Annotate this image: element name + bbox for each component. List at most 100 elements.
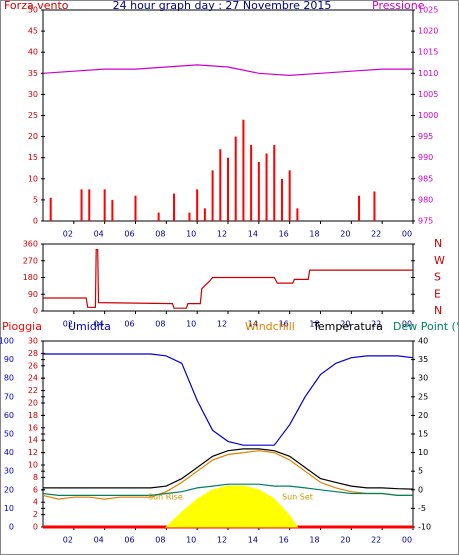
bar — [265, 153, 268, 221]
y3-tick-label: 24 — [28, 374, 38, 383]
y2-tick-label: 35 — [418, 355, 428, 364]
y3-tick-label: 6 — [33, 485, 38, 494]
bar — [80, 189, 83, 221]
legend-entry: Umidita — [68, 320, 111, 333]
y-tick-label: 30 — [4, 467, 14, 476]
x-tick-label: 04 — [94, 230, 104, 239]
y3-tick-label: 8 — [33, 473, 38, 482]
bar — [196, 189, 199, 221]
x-tick-label: 18 — [309, 320, 319, 329]
x-tick-label: 22 — [371, 230, 381, 239]
y-tick-label: 0 — [33, 217, 38, 226]
x-tick-label: 20 — [340, 320, 350, 329]
bar — [280, 178, 283, 221]
y-tick-label: 180 — [23, 273, 38, 282]
y2-label: Pressione — [372, 0, 425, 12]
x-tick-label: 06 — [124, 320, 134, 329]
y-tick-label: 10 — [28, 174, 38, 183]
y-tick-label: 50 — [28, 6, 38, 15]
legend-entry: Dew Point (°C — [393, 320, 459, 333]
line — [43, 353, 414, 446]
y2-tick-label: 1020 — [418, 27, 438, 36]
x-tick-label: 12 — [217, 230, 227, 239]
x-tick-label: 14 — [248, 230, 258, 239]
y-tick-label: 90 — [4, 355, 14, 364]
y3-tick-label: 26 — [28, 361, 38, 370]
y2-tick-label: 980 — [418, 195, 433, 204]
bar — [49, 197, 52, 221]
y3-tick-label: 2 — [33, 510, 38, 519]
y2-tick-label: 30 — [418, 374, 428, 383]
x-tick-label: 22 — [371, 536, 381, 545]
y-tick-label: 20 — [28, 132, 38, 141]
x-tick-label: 16 — [279, 230, 289, 239]
y3-tick-label: 20 — [28, 399, 38, 408]
annotation: Sun Rise — [148, 493, 183, 502]
bar — [134, 195, 137, 221]
x-tick-label: 02 — [63, 320, 73, 329]
x-tick-label: 10 — [186, 230, 196, 239]
bar — [250, 145, 253, 221]
y3-tick-label: 4 — [33, 498, 38, 507]
y-tick-label: 5 — [33, 195, 38, 204]
y-tick-label: 0 — [9, 523, 14, 532]
x-tick-label: 08 — [155, 320, 165, 329]
y2-tick-label: -10 — [418, 523, 431, 532]
x-tick-label: 14 — [248, 320, 258, 329]
y-tick-label: 40 — [4, 448, 14, 457]
y3-tick-label: 16 — [28, 423, 38, 432]
y2-tick-label: 1010 — [418, 69, 438, 78]
y-tick-label: 25 — [28, 111, 38, 120]
y2-tick-label: 15 — [418, 430, 428, 439]
y2-tick-label: W — [434, 254, 445, 267]
y-tick-label: 70 — [4, 392, 14, 401]
x-tick-label: 02 — [63, 536, 73, 545]
area — [165, 485, 299, 528]
x-tick-label: 16 — [279, 320, 289, 329]
y-tick-label: 80 — [4, 374, 14, 383]
y-tick-label: 50 — [4, 430, 14, 439]
bar — [242, 119, 245, 221]
bar — [373, 191, 376, 221]
y2-tick-label: E — [434, 287, 441, 300]
y3-tick-label: 12 — [28, 448, 38, 457]
y2-tick-label: 990 — [418, 153, 433, 162]
x-tick-label: 00 — [402, 320, 412, 329]
bar — [273, 145, 276, 221]
x-tick-label: 00 — [402, 230, 412, 239]
x-tick-label: 06 — [124, 536, 134, 545]
bar — [234, 136, 237, 221]
x-tick-label: 18 — [309, 536, 319, 545]
bar — [173, 193, 176, 221]
line — [42, 483, 413, 496]
y-tick-label: 15 — [28, 153, 38, 162]
x-tick-label: 10 — [186, 320, 196, 329]
x-tick-label: 02 — [63, 230, 73, 239]
chart-title: 24 hour graph day : 27 Novembre 2015 — [113, 0, 332, 12]
line — [42, 64, 413, 77]
annotation: Sun Set — [282, 493, 313, 502]
bar — [157, 212, 160, 221]
bar — [288, 170, 291, 221]
x-tick-label: 06 — [124, 230, 134, 239]
x-tick-label: 04 — [94, 536, 104, 545]
bar — [296, 208, 299, 221]
x-tick-label: 04 — [94, 320, 104, 329]
x-tick-label: 22 — [371, 320, 381, 329]
line — [43, 448, 414, 490]
y2-tick-label: 975 — [418, 217, 433, 226]
bar — [227, 157, 229, 221]
bar — [188, 212, 191, 221]
y2-tick-label: 0 — [418, 485, 423, 494]
y-tick-label: 100 — [0, 337, 14, 346]
x-tick-label: 20 — [340, 230, 350, 239]
y-tick-label: 60 — [4, 411, 14, 420]
y2-tick-label: 40 — [418, 337, 428, 346]
legend-entry: Temperatura — [312, 320, 383, 333]
y-tick-label: 360 — [23, 240, 38, 249]
y2-tick-label: 10 — [418, 448, 428, 457]
y3-tick-label: 0 — [33, 523, 38, 532]
y-tick-label: 270 — [23, 256, 38, 265]
bar — [88, 189, 91, 221]
y2-tick-label: -5 — [418, 504, 426, 513]
